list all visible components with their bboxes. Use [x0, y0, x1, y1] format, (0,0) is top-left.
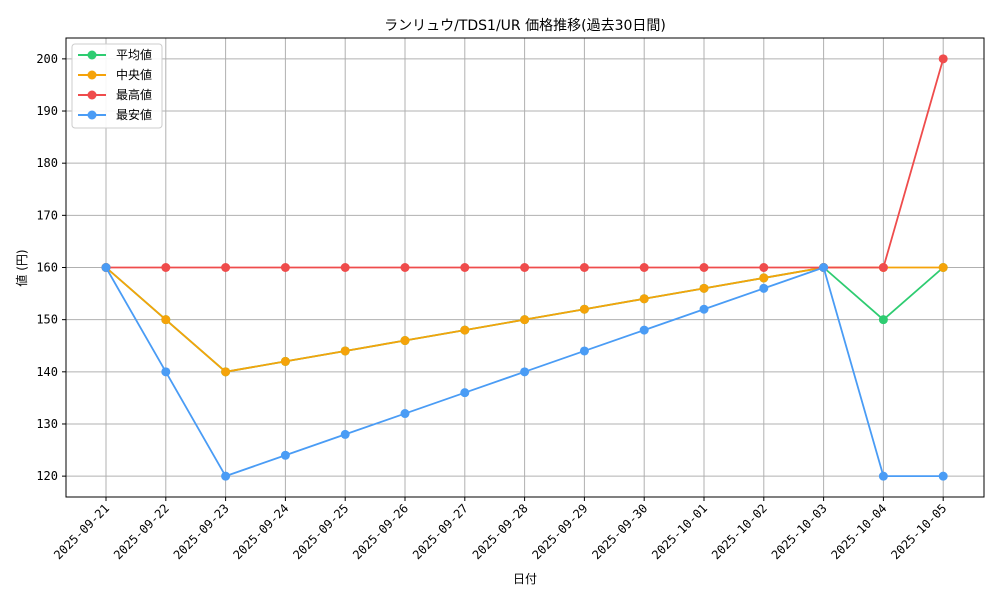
data-point: [579, 346, 589, 356]
data-point: [400, 409, 410, 419]
data-point: [520, 263, 530, 272]
data-point: [400, 263, 410, 272]
data-point: [400, 336, 410, 346]
data-point: [639, 294, 649, 304]
data-point: [221, 263, 231, 272]
data-point: [699, 304, 709, 314]
chart-title: ランリュウ/TDS1/UR 価格推移(過去30日間): [384, 18, 666, 34]
legend-swatch-marker: [87, 110, 97, 120]
y-tick-label: 170: [36, 208, 58, 222]
data-point: [280, 263, 290, 272]
data-point: [639, 263, 649, 272]
data-point: [340, 346, 350, 356]
data-point: [460, 388, 470, 398]
data-point: [161, 367, 171, 377]
legend-item-average: 平均値: [78, 47, 152, 62]
legend-swatch-marker: [87, 90, 97, 100]
legend-label-average: 平均値: [116, 47, 152, 62]
legend-label-min: 最安値: [116, 107, 152, 122]
legend-box: [71, 43, 163, 129]
y-tick-label: 200: [36, 52, 58, 66]
data-point: [460, 263, 470, 272]
data-point: [340, 263, 350, 272]
data-point: [699, 283, 709, 293]
data-point: [938, 54, 948, 64]
y-tick-label: 130: [36, 417, 58, 431]
legend-swatch-marker: [87, 50, 97, 60]
data-point: [759, 283, 769, 293]
data-point: [819, 263, 829, 272]
data-point: [699, 263, 709, 272]
data-point: [579, 304, 589, 314]
data-point: [280, 450, 290, 460]
y-tick-label: 150: [36, 313, 58, 327]
data-point: [878, 263, 888, 272]
data-point: [460, 325, 470, 335]
data-point: [161, 263, 171, 272]
y-axis-label: 値 (円): [14, 249, 29, 286]
data-point: [161, 315, 171, 325]
data-point: [280, 356, 290, 366]
data-point: [878, 471, 888, 481]
data-point: [340, 429, 350, 439]
legend: 平均値 中央値 最高値 最安値: [71, 43, 163, 129]
data-point: [221, 367, 231, 377]
y-axis-ticks: 120 130 140 150 160 170 180 190 200: [36, 52, 66, 483]
legend-item-median: 中央値: [78, 67, 152, 82]
data-point: [101, 263, 111, 272]
y-tick-label: 140: [36, 365, 58, 379]
data-point: [520, 367, 530, 377]
data-point: [759, 273, 769, 283]
legend-item-max: 最高値: [78, 87, 152, 102]
data-point: [759, 263, 769, 272]
data-point: [639, 325, 649, 335]
data-point: [579, 263, 589, 272]
series-2: [101, 54, 948, 272]
data-point: [878, 315, 888, 325]
data-point: [221, 471, 231, 481]
data-point: [520, 315, 530, 325]
legend-swatch-marker: [87, 70, 97, 80]
y-tick-label: 180: [36, 156, 58, 170]
x-axis-label: 日付: [513, 572, 537, 586]
y-tick-label: 190: [36, 104, 58, 118]
y-tick-label: 120: [36, 469, 58, 483]
legend-label-max: 最高値: [116, 87, 152, 102]
y-tick-label: 160: [36, 261, 58, 275]
legend-label-median: 中央値: [116, 67, 152, 82]
series-3: [101, 263, 948, 481]
data-point: [938, 263, 948, 272]
data-point: [938, 471, 948, 481]
series-lines: [101, 54, 948, 481]
legend-item-min: 最安値: [78, 107, 152, 122]
